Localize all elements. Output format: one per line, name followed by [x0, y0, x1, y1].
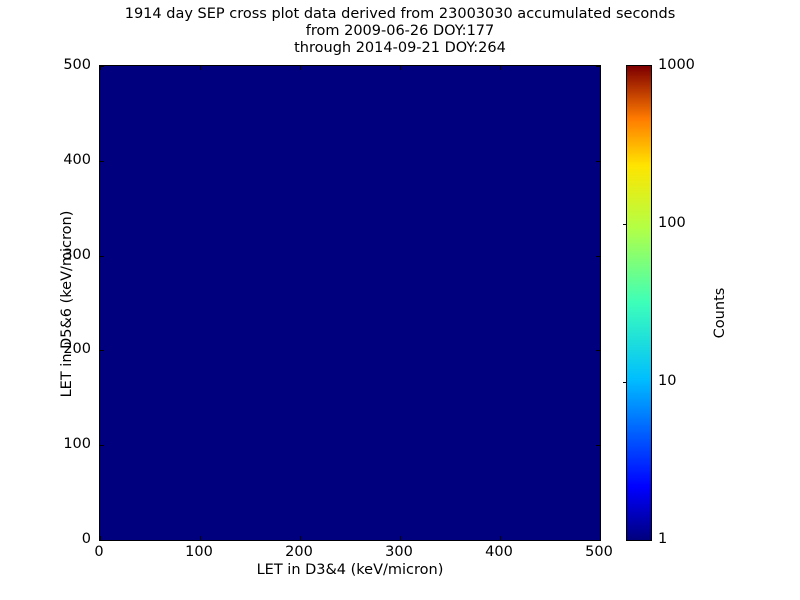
y-tick-right-100 [596, 445, 600, 447]
x-ticklabel-300: 300 [385, 544, 413, 560]
y-tick-right-400 [596, 160, 600, 162]
y-ticklabel-0: 0 [81, 531, 91, 547]
y-tick-right-300 [596, 255, 600, 257]
colorbar-label: Counts [712, 287, 728, 339]
density-heatmap [100, 66, 600, 540]
x-tick-top-0 [100, 66, 101, 70]
y-tick-100 [100, 445, 104, 447]
x-tick-top-500 [600, 66, 601, 70]
x-ticklabel-100: 100 [185, 544, 213, 560]
colorbar-ticklabel-1000: 1000 [658, 57, 695, 73]
x-ticklabel-0: 0 [94, 544, 104, 560]
y-ticklabel-400: 400 [63, 151, 91, 168]
x-ticklabel-500: 500 [585, 544, 613, 560]
y-tick-500 [100, 66, 104, 67]
chart-title-line-3: through 2014-09-21 DOY:264 [294, 40, 506, 56]
x-tick-top-400 [500, 66, 501, 70]
x-tick-500 [600, 536, 601, 540]
x-tick-0 [100, 536, 101, 540]
chart-title-line-1: 1914 day SEP cross plot data derived fro… [124, 6, 676, 22]
x-tick-200 [300, 536, 301, 540]
y-ticklabel-300: 300 [63, 246, 91, 263]
y-ticklabel-100: 100 [63, 436, 91, 453]
colorbar-tick-10 [623, 382, 627, 383]
chart-title: 1914 day SEP cross plot data derived fro… [0, 6, 800, 57]
y-tick-300 [100, 255, 104, 257]
y-tick-right-500 [596, 66, 600, 67]
x-tick-100 [200, 536, 201, 540]
x-tick-top-100 [200, 66, 201, 70]
y-tick-0 [100, 540, 104, 541]
y-tick-right-0 [596, 540, 600, 541]
x-ticklabel-400: 400 [485, 544, 513, 560]
x-ticklabel-200: 200 [285, 544, 313, 560]
colorbar [623, 65, 652, 541]
colorbar-ticklabel-1: 1 [658, 531, 668, 547]
y-tick-400 [100, 160, 104, 162]
x-axis-label: LET in D3&4 (keV/micron) [256, 562, 444, 578]
x-tick-400 [500, 536, 501, 540]
x-tick-top-300 [400, 66, 401, 70]
x-tick-top-200 [300, 66, 301, 70]
colorbar-tick-100 [623, 224, 627, 225]
plot-area [99, 65, 601, 541]
x-tick-300 [400, 536, 401, 540]
colorbar-gradient [627, 66, 651, 540]
y-ticklabel-500: 500 [63, 57, 91, 73]
y-ticklabel-200: 200 [63, 341, 91, 358]
colorbar-ticklabel-10: 10 [658, 373, 677, 389]
y-tick-200 [100, 350, 104, 352]
chart-title-line-2: from 2009-06-26 DOY:177 [305, 23, 495, 39]
y-tick-right-200 [596, 350, 600, 352]
y-axis-label: LET in D5&6 (keV/micron) [59, 210, 75, 398]
colorbar-ticklabel-100: 100 [658, 215, 686, 231]
